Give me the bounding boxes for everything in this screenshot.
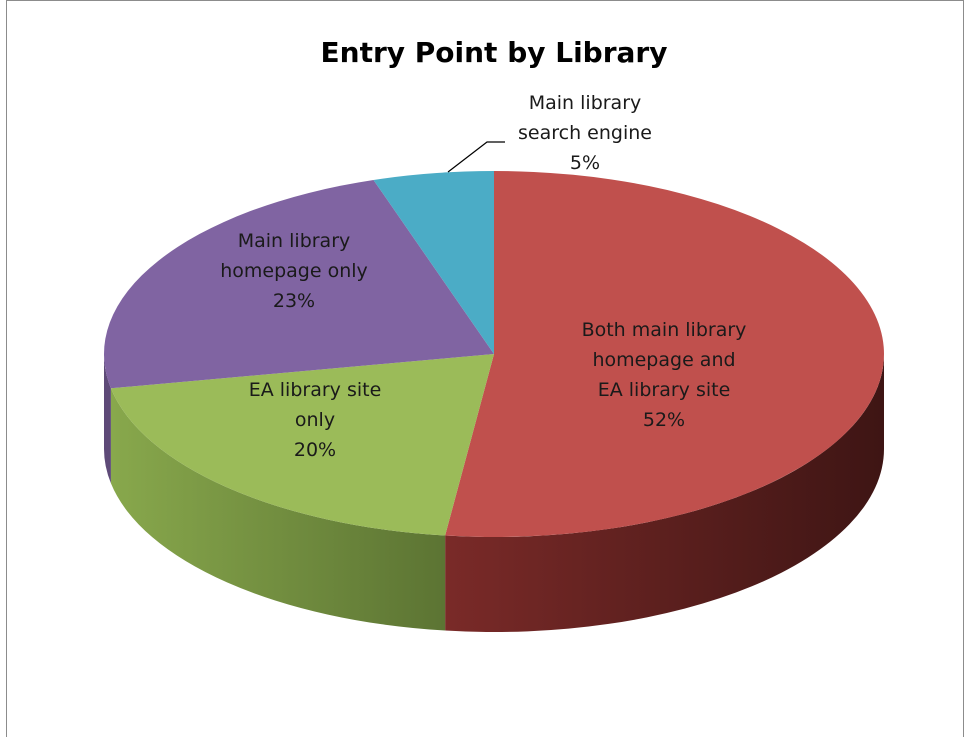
slice-label-1: EA library site only 20%: [249, 379, 382, 461]
slice-label-line: homepage only: [220, 260, 368, 282]
slice-label-line: homepage and: [592, 349, 735, 371]
slice-label-0: Both main library homepage and EA library …: [582, 319, 747, 431]
pie-slice-0: [445, 171, 884, 537]
pie-slice-1: [110, 354, 495, 536]
chart-title: Entry Point by Library: [321, 36, 668, 69]
slice-percent: 20%: [294, 439, 336, 461]
slice-label-line: EA library site: [598, 379, 731, 401]
pie-slice-2: [103, 179, 494, 389]
pie-side-1: [110, 388, 446, 631]
slice-label-2: Main library homepage only 23%: [220, 230, 368, 312]
pie-labels: Both main library homepage and EA library …: [220, 92, 746, 461]
pie-tops: [103, 171, 884, 537]
slice-label-line: search engine: [518, 122, 652, 144]
slice-label-3: Main library search engine 5%: [518, 92, 652, 174]
slice-label-line: Main library: [238, 230, 351, 252]
slice-label-line: only: [295, 409, 335, 431]
pie-side-0: [445, 354, 884, 632]
chart-area: Both main library homepage and EA library …: [6, 0, 964, 737]
pie-side-2: [104, 354, 111, 484]
pie-chart: Both main library homepage and EA library …: [103, 36, 884, 632]
slice-percent: 5%: [570, 152, 600, 174]
pie-sides: [104, 354, 884, 632]
leader-line: [447, 141, 505, 173]
slice-label-line: Main library: [529, 92, 642, 114]
slice-label-line: Both main library: [582, 319, 747, 341]
slice-label-line: EA library site: [249, 379, 382, 401]
slice-percent: 52%: [643, 409, 685, 431]
slice-percent: 23%: [273, 290, 315, 312]
pie-slice-3: [373, 171, 494, 354]
